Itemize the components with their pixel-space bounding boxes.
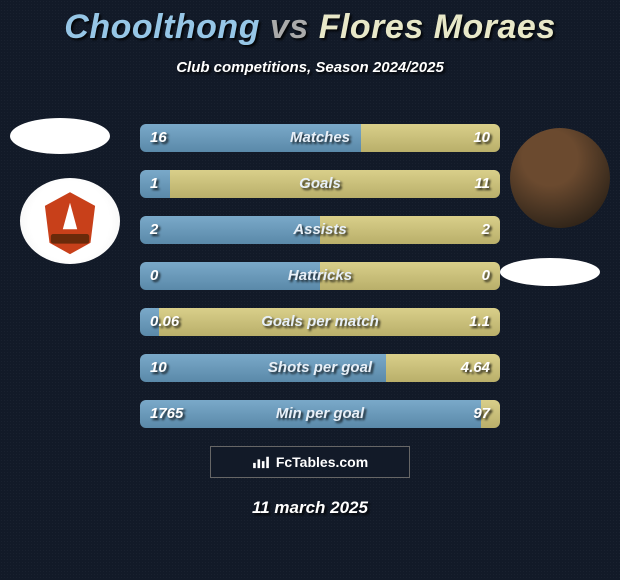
stat-bar: 0.061.1Goals per match <box>140 308 500 336</box>
stat-label: Assists <box>140 216 500 244</box>
stat-bars-container: 1610Matches 111Goals 22Assists 00Hattricks 0… <box>140 124 500 446</box>
player2-name: Flores Moraes <box>319 8 556 46</box>
brand-chart-icon <box>252 455 270 469</box>
stat-bar: 111Goals <box>140 170 500 198</box>
subtitle: Club competitions, Season 2024/2025 <box>0 59 620 76</box>
vs-text: vs <box>270 8 309 46</box>
stat-bar: 22Assists <box>140 216 500 244</box>
stat-label: Goals per match <box>140 308 500 336</box>
stat-label: Shots per goal <box>140 354 500 382</box>
stat-label: Goals <box>140 170 500 198</box>
player2-club-logo-placeholder <box>500 258 600 286</box>
stat-bar: 1610Matches <box>140 124 500 152</box>
player1-photo-placeholder <box>10 118 110 154</box>
date-text: 11 march 2025 <box>0 498 620 518</box>
comparison-title: Choolthong vs Flores Moraes <box>0 0 620 47</box>
stat-bar: 00Hattricks <box>140 262 500 290</box>
brand-text: FcTables.com <box>276 454 368 470</box>
stat-label: Hattricks <box>140 262 500 290</box>
player1-name: Choolthong <box>64 8 260 46</box>
player2-photo <box>510 128 610 228</box>
stat-label: Matches <box>140 124 500 152</box>
stat-bar: 176597Min per goal <box>140 400 500 428</box>
stat-bar: 104.64Shots per goal <box>140 354 500 382</box>
player1-club-logo <box>34 186 106 258</box>
brand-box: FcTables.com <box>210 446 410 478</box>
stat-label: Min per goal <box>140 400 500 428</box>
